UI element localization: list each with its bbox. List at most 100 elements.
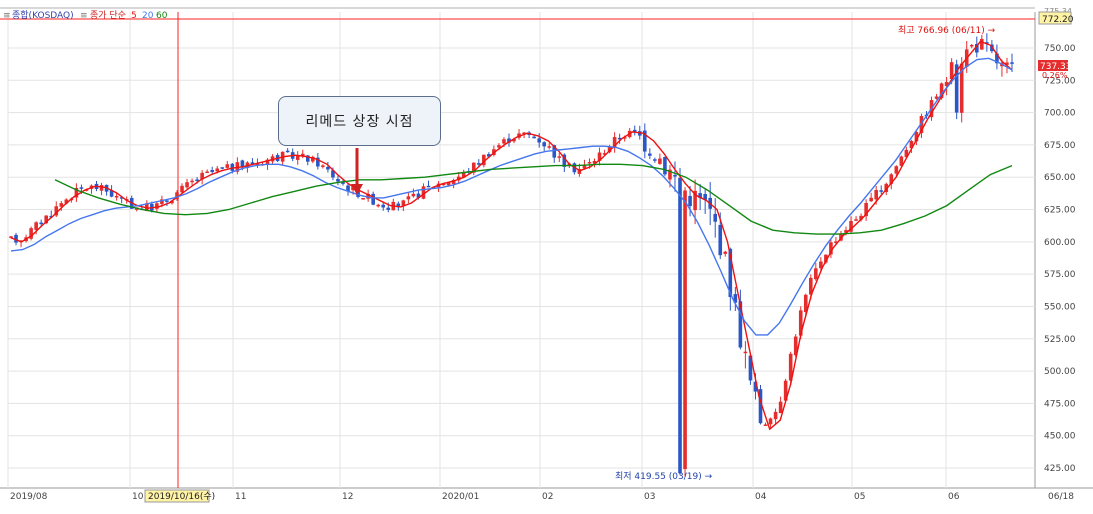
candle-body: [768, 418, 773, 425]
candle-body: [361, 198, 365, 200]
candle-body: [658, 158, 662, 164]
candle-body: [980, 38, 984, 50]
y-tick-label: 600.00: [1044, 238, 1076, 248]
last-price-box: [1038, 60, 1068, 71]
candle-body: [914, 132, 919, 142]
candle-body: [562, 154, 567, 167]
last-price-label: 737.33: [1040, 62, 1072, 72]
candle-body: [889, 174, 894, 184]
candle-body: [1010, 62, 1014, 64]
candle-body: [758, 389, 763, 424]
candle-body: [919, 116, 924, 134]
candle-body: [406, 196, 411, 200]
candle-body: [698, 193, 702, 199]
listing-arrow-head: [351, 184, 363, 195]
candle-body: [733, 294, 738, 303]
x-tick-label: 12: [342, 492, 353, 502]
candle-body: [944, 82, 949, 86]
candle-body: [622, 137, 627, 139]
candle-body: [879, 190, 884, 192]
candle-body: [985, 42, 989, 44]
candle-body: [54, 206, 59, 216]
crosshair-date-label: 2019/10/16(수): [148, 491, 215, 502]
candle-body: [1005, 62, 1009, 65]
candle-body: [552, 145, 557, 158]
candle-body: [225, 164, 230, 168]
legend-ma20: 20: [142, 11, 154, 21]
candle-body: [109, 190, 114, 197]
crosshair-date-box: [144, 489, 210, 503]
candle-body: [653, 159, 657, 161]
candle-body: [532, 136, 536, 139]
high-annotation: 최고 766.96 (06/11) →: [898, 25, 996, 36]
candle-body: [512, 139, 516, 142]
candle-body: [366, 193, 370, 199]
candle-body: [300, 153, 305, 157]
candle-body: [894, 166, 899, 174]
candle-body: [381, 204, 386, 208]
candle-body: [145, 203, 149, 212]
candle-body: [175, 192, 179, 200]
y-tick-label: 650.00: [1044, 173, 1076, 183]
x-tick-label: 06: [948, 492, 960, 502]
candle-body: [718, 224, 723, 256]
candle-body: [305, 155, 310, 162]
candle-body: [793, 336, 798, 356]
candle-body: [396, 203, 401, 208]
x-tick-label: 10: [132, 492, 144, 502]
candle-body: [738, 301, 743, 348]
x-tick-label: 03: [644, 492, 655, 502]
candle-body: [668, 169, 672, 180]
candle-body: [220, 167, 225, 169]
legend-menu-icon: ≡: [80, 11, 88, 21]
candle-body: [683, 190, 687, 470]
candle-body: [577, 168, 582, 174]
legend-item-ma: 종가 단순: [90, 10, 126, 21]
candle-body: [471, 162, 476, 173]
candle-body: [899, 156, 904, 166]
candle-body: [59, 203, 64, 207]
legend-menu-icon: ≡: [3, 11, 11, 21]
candle-body: [331, 170, 335, 178]
candle-body: [798, 310, 803, 336]
ma-line-60: [54, 163, 1013, 235]
candle-body: [904, 149, 909, 158]
candle-body: [864, 202, 868, 217]
candle-body: [29, 228, 33, 239]
candle-body: [165, 200, 169, 202]
candle-body: [617, 137, 622, 140]
candle-body: [728, 248, 733, 298]
candle-body: [180, 185, 184, 193]
listing-callout: 리메드 상장 시점: [278, 96, 441, 146]
candle-body: [597, 152, 602, 161]
candle-body: [874, 189, 878, 200]
candle-body: [210, 170, 215, 173]
candle-body: [723, 251, 728, 254]
x-tick-label: 2019/08: [10, 492, 48, 502]
candle-body: [834, 241, 838, 243]
candle-body: [954, 64, 959, 113]
candle-body: [446, 182, 451, 186]
candle-body: [582, 164, 587, 169]
low-annotation: 최저 419.55 (03/19) →: [615, 471, 713, 482]
candle-body: [336, 178, 340, 182]
candle-body: [326, 166, 330, 170]
candle-body: [416, 193, 421, 198]
candle-body: [426, 185, 431, 188]
candle-body: [451, 180, 456, 185]
candle-body: [411, 193, 416, 197]
candle-body: [386, 207, 391, 210]
candle-body: [311, 156, 315, 162]
x-tick-label: 11: [235, 492, 246, 502]
candle-body: [829, 242, 833, 255]
candle-body: [119, 197, 124, 199]
candle-body: [969, 44, 974, 47]
candle-body: [849, 221, 853, 232]
candle-body: [200, 172, 204, 180]
candle-body: [819, 261, 823, 269]
candle-body: [607, 146, 612, 153]
candle-body: [703, 194, 707, 200]
